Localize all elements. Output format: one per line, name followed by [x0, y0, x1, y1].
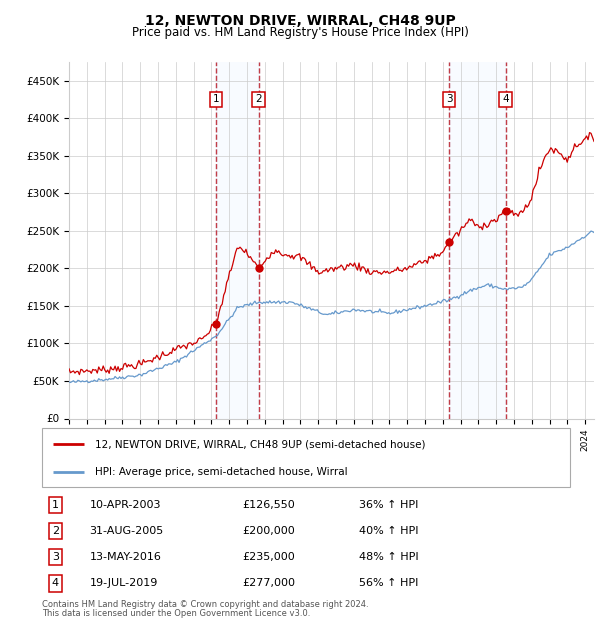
Text: 12, NEWTON DRIVE, WIRRAL, CH48 9UP (semi-detached house): 12, NEWTON DRIVE, WIRRAL, CH48 9UP (semi… [95, 440, 425, 450]
Text: 1: 1 [213, 94, 220, 104]
Text: 2: 2 [52, 526, 59, 536]
Text: 13-MAY-2016: 13-MAY-2016 [89, 552, 161, 562]
Text: 48% ↑ HPI: 48% ↑ HPI [359, 552, 418, 562]
Text: 10-APR-2003: 10-APR-2003 [89, 500, 161, 510]
Text: £277,000: £277,000 [242, 578, 296, 588]
Text: 40% ↑ HPI: 40% ↑ HPI [359, 526, 418, 536]
Text: 12, NEWTON DRIVE, WIRRAL, CH48 9UP: 12, NEWTON DRIVE, WIRRAL, CH48 9UP [145, 14, 455, 28]
Text: £126,550: £126,550 [242, 500, 295, 510]
Bar [449, 62, 506, 419]
Text: HPI: Average price, semi-detached house, Wirral: HPI: Average price, semi-detached house,… [95, 467, 347, 477]
Text: 3: 3 [52, 552, 59, 562]
Text: 4: 4 [502, 94, 509, 104]
Text: 31-AUG-2005: 31-AUG-2005 [89, 526, 164, 536]
FancyBboxPatch shape [42, 428, 570, 487]
Text: 2: 2 [256, 94, 262, 104]
Text: Contains HM Land Registry data © Crown copyright and database right 2024.: Contains HM Land Registry data © Crown c… [42, 600, 368, 609]
Text: 3: 3 [446, 94, 452, 104]
Text: £200,000: £200,000 [242, 526, 295, 536]
Text: 19-JUL-2019: 19-JUL-2019 [89, 578, 158, 588]
Bar [216, 62, 259, 419]
Text: Price paid vs. HM Land Registry's House Price Index (HPI): Price paid vs. HM Land Registry's House … [131, 26, 469, 39]
Text: £235,000: £235,000 [242, 552, 295, 562]
Text: 36% ↑ HPI: 36% ↑ HPI [359, 500, 418, 510]
Text: 4: 4 [52, 578, 59, 588]
Text: This data is licensed under the Open Government Licence v3.0.: This data is licensed under the Open Gov… [42, 609, 310, 618]
Text: 56% ↑ HPI: 56% ↑ HPI [359, 578, 418, 588]
Text: 1: 1 [52, 500, 59, 510]
